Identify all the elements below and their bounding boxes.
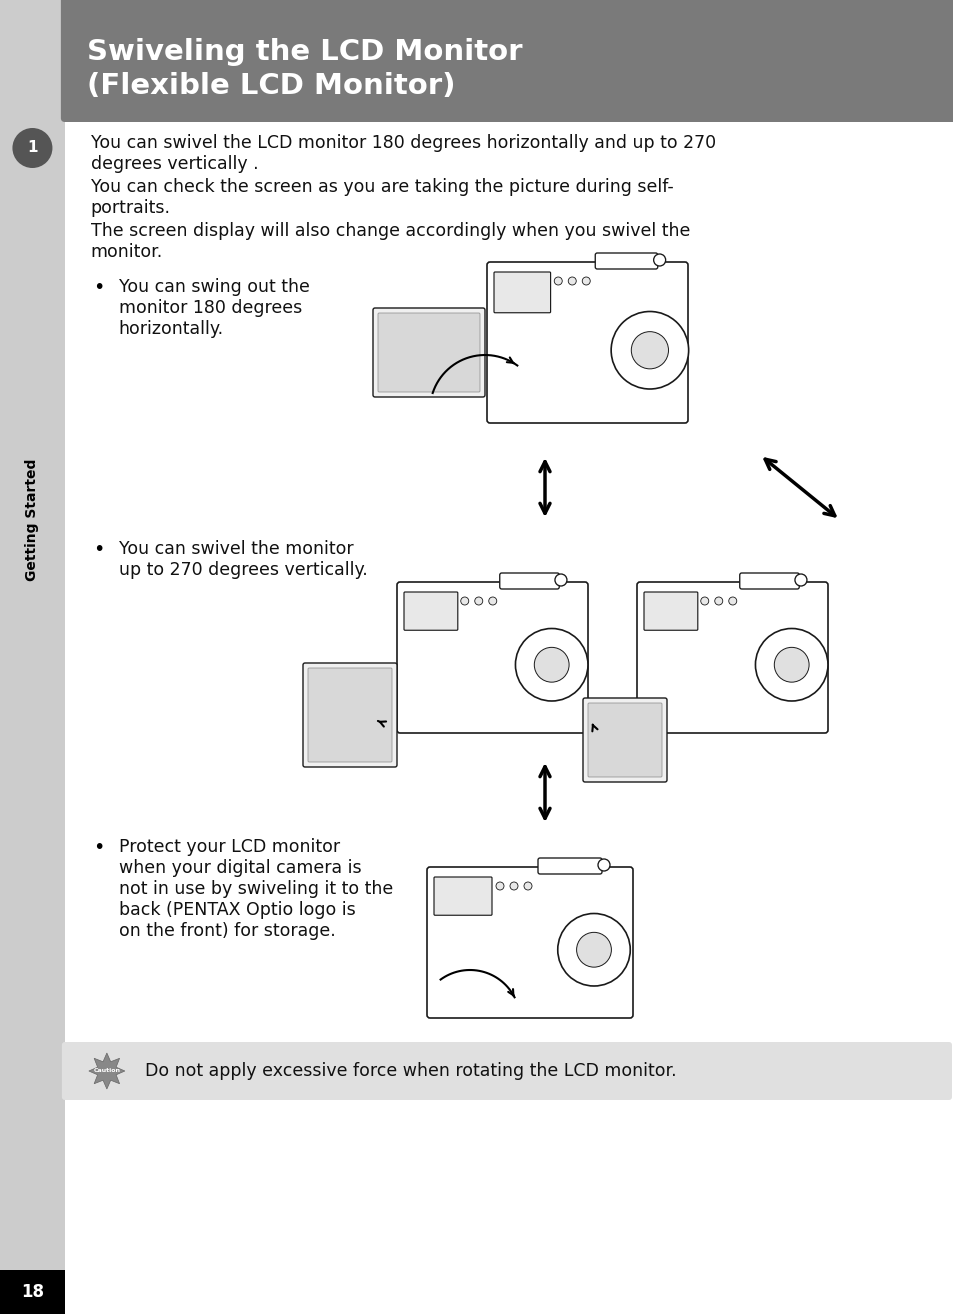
FancyBboxPatch shape xyxy=(486,261,687,423)
Text: •: • xyxy=(92,279,104,297)
Circle shape xyxy=(515,628,587,700)
Text: on the front) for storage.: on the front) for storage. xyxy=(118,922,335,940)
Circle shape xyxy=(460,597,468,604)
FancyBboxPatch shape xyxy=(494,272,550,313)
Text: Protect your LCD monitor: Protect your LCD monitor xyxy=(118,838,339,855)
Circle shape xyxy=(558,913,630,986)
Circle shape xyxy=(700,597,708,604)
Circle shape xyxy=(598,859,609,871)
Text: degrees vertically .: degrees vertically . xyxy=(91,155,258,173)
FancyBboxPatch shape xyxy=(587,703,661,777)
Text: not in use by swiveling it to the: not in use by swiveling it to the xyxy=(118,880,393,897)
FancyBboxPatch shape xyxy=(582,698,666,782)
Circle shape xyxy=(755,628,827,700)
FancyBboxPatch shape xyxy=(61,0,953,122)
FancyBboxPatch shape xyxy=(499,573,558,589)
Circle shape xyxy=(794,574,806,586)
Text: back (PENTAX Optio logo is: back (PENTAX Optio logo is xyxy=(118,901,355,918)
Text: monitor.: monitor. xyxy=(91,243,163,261)
FancyBboxPatch shape xyxy=(62,1042,951,1100)
Polygon shape xyxy=(89,1053,125,1089)
FancyBboxPatch shape xyxy=(377,313,479,392)
Circle shape xyxy=(568,277,576,285)
Text: •: • xyxy=(92,838,104,857)
Circle shape xyxy=(523,882,532,890)
Circle shape xyxy=(510,882,517,890)
Circle shape xyxy=(496,882,503,890)
Circle shape xyxy=(611,311,688,389)
Text: 1: 1 xyxy=(27,141,38,155)
FancyBboxPatch shape xyxy=(637,582,827,733)
FancyBboxPatch shape xyxy=(403,593,457,631)
Text: monitor 180 degrees: monitor 180 degrees xyxy=(118,300,301,317)
Circle shape xyxy=(475,597,482,604)
Bar xyxy=(65,1102,953,1314)
FancyBboxPatch shape xyxy=(434,876,492,916)
FancyBboxPatch shape xyxy=(303,664,396,767)
FancyBboxPatch shape xyxy=(308,668,392,762)
Text: You can swing out the: You can swing out the xyxy=(118,279,309,296)
Text: when your digital camera is: when your digital camera is xyxy=(118,859,361,876)
FancyBboxPatch shape xyxy=(373,307,484,397)
Text: The screen display will also change accordingly when you swivel the: The screen display will also change acco… xyxy=(91,222,689,240)
Circle shape xyxy=(631,331,668,369)
Circle shape xyxy=(728,597,736,604)
FancyBboxPatch shape xyxy=(537,858,601,874)
Text: Getting Started: Getting Started xyxy=(26,459,39,581)
Text: (Flexible LCD Monitor): (Flexible LCD Monitor) xyxy=(87,72,455,100)
Text: Swiveling the LCD Monitor: Swiveling the LCD Monitor xyxy=(87,38,522,66)
Text: portraits.: portraits. xyxy=(91,198,171,217)
Circle shape xyxy=(554,277,561,285)
Circle shape xyxy=(12,127,52,168)
Circle shape xyxy=(576,933,611,967)
Text: You can check the screen as you are taking the picture during self-: You can check the screen as you are taki… xyxy=(91,177,673,196)
Text: You can swivel the LCD monitor 180 degrees horizontally and up to 270: You can swivel the LCD monitor 180 degre… xyxy=(91,134,715,152)
Text: Caution: Caution xyxy=(93,1068,120,1074)
Text: You can swivel the monitor: You can swivel the monitor xyxy=(118,540,353,558)
FancyBboxPatch shape xyxy=(427,867,633,1018)
Circle shape xyxy=(488,597,497,604)
Text: horizontally.: horizontally. xyxy=(118,321,224,338)
Circle shape xyxy=(774,648,808,682)
Text: up to 270 degrees vertically.: up to 270 degrees vertically. xyxy=(118,561,367,579)
Text: •: • xyxy=(92,540,104,558)
Bar xyxy=(0,0,65,1314)
Circle shape xyxy=(714,597,722,604)
Text: 18: 18 xyxy=(21,1282,44,1301)
Circle shape xyxy=(581,277,590,285)
FancyBboxPatch shape xyxy=(396,582,587,733)
FancyBboxPatch shape xyxy=(595,254,657,269)
Text: Do not apply excessive force when rotating the LCD monitor.: Do not apply excessive force when rotati… xyxy=(145,1062,676,1080)
Bar xyxy=(0,1271,65,1314)
Circle shape xyxy=(534,648,569,682)
FancyBboxPatch shape xyxy=(643,593,697,631)
FancyBboxPatch shape xyxy=(739,573,799,589)
Circle shape xyxy=(555,574,566,586)
Circle shape xyxy=(653,254,665,265)
